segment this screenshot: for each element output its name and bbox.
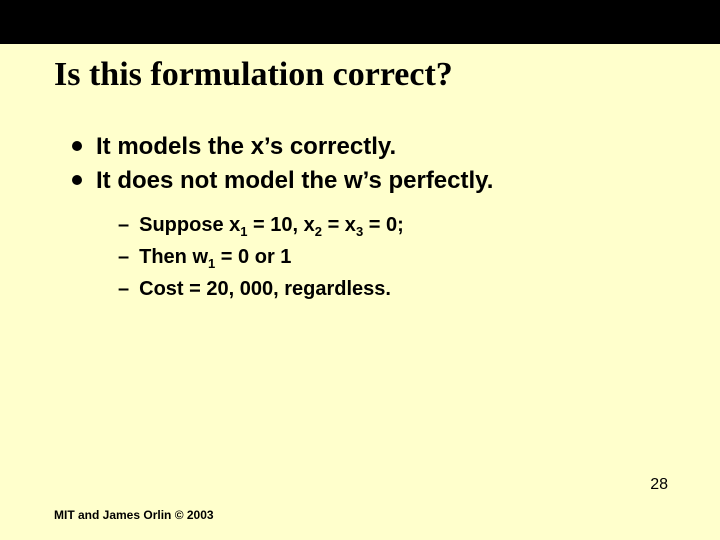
list-item: – Cost = 20, 000, regardless. <box>118 276 678 302</box>
top-bullet-list: It models the x’s correctly. It does not… <box>72 132 672 200</box>
sub-bullet-list: – Suppose x1 = 10, x2 = x3 = 0; – Then w… <box>118 212 678 308</box>
sub-bullet-text: Cost = 20, 000, regardless. <box>139 276 391 302</box>
dash-icon: – <box>118 276 129 302</box>
bullet-text: It does not model the w’s perfectly. <box>96 166 493 196</box>
dash-icon: – <box>118 244 129 270</box>
list-item: It models the x’s correctly. <box>72 132 672 162</box>
sub-bullet-text: Suppose x1 = 10, x2 = x3 = 0; <box>139 212 404 238</box>
list-item: It does not model the w’s perfectly. <box>72 166 672 196</box>
bullet-text: It models the x’s correctly. <box>96 132 396 162</box>
page-number: 28 <box>650 476 668 494</box>
list-item: – Then w1 = 0 or 1 <box>118 244 678 270</box>
footer-copyright: MIT and James Orlin © 2003 <box>54 508 214 522</box>
dash-icon: – <box>118 212 129 238</box>
top-black-bar <box>0 0 720 44</box>
sub-bullet-text: Then w1 = 0 or 1 <box>139 244 291 270</box>
slide-title: Is this formulation correct? <box>54 56 453 94</box>
bullet-disc-icon <box>72 141 82 151</box>
bullet-disc-icon <box>72 175 82 185</box>
list-item: – Suppose x1 = 10, x2 = x3 = 0; <box>118 212 678 238</box>
